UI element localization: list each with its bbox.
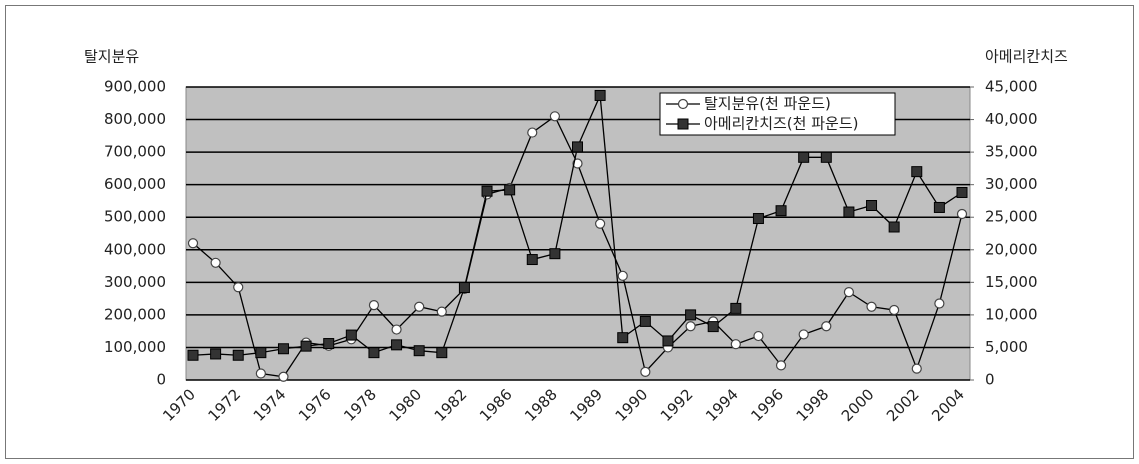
marker	[820, 151, 832, 163]
marker	[956, 186, 968, 198]
marker	[368, 300, 380, 311]
marker	[843, 206, 855, 218]
marker	[391, 324, 402, 335]
marker	[300, 340, 312, 352]
marker	[323, 338, 335, 350]
marker	[617, 270, 628, 281]
marker	[889, 304, 900, 316]
marker	[866, 301, 877, 312]
marker	[911, 166, 923, 178]
marker	[752, 213, 764, 225]
marker	[481, 185, 493, 197]
marker	[798, 329, 809, 340]
y-tick-label: 500,000	[104, 208, 166, 226]
marker	[187, 349, 199, 361]
marker	[278, 371, 289, 382]
marker	[255, 347, 267, 359]
marker	[753, 330, 764, 342]
legend-label: 아메리칸치즈(천 파운드)	[704, 115, 858, 133]
y-tick-label: 600,000	[104, 175, 166, 193]
y-tick-label: 800,000	[104, 110, 166, 128]
y2-tick-label: 30,000	[985, 175, 1038, 193]
marker	[685, 309, 697, 321]
marker	[662, 335, 674, 347]
marker	[527, 127, 538, 138]
y2-tick-label: 0	[985, 371, 995, 389]
marker	[730, 339, 741, 350]
marker	[911, 363, 922, 374]
y-tick-label: 100,000	[104, 338, 166, 356]
y-tick-label: 300,000	[104, 273, 166, 291]
marker	[458, 282, 470, 294]
y2-tick-label: 45,000	[985, 78, 1038, 96]
marker	[775, 360, 787, 371]
marker	[730, 302, 742, 314]
marker	[707, 321, 719, 333]
marker	[255, 368, 266, 379]
marker	[640, 366, 651, 377]
y2-tick-label: 25,000	[985, 208, 1038, 226]
marker	[549, 248, 561, 260]
marker	[210, 348, 222, 360]
marker	[888, 221, 900, 233]
marker	[232, 349, 244, 361]
marker	[414, 301, 425, 312]
legend-label: 탈지분유(천 파운드)	[704, 95, 831, 113]
marker	[685, 321, 696, 332]
marker	[572, 141, 583, 153]
marker	[639, 315, 651, 327]
marker	[594, 89, 606, 101]
marker	[572, 158, 583, 169]
marker	[866, 200, 878, 212]
y-tick-label: 0	[156, 371, 166, 389]
marker	[436, 347, 448, 359]
marker	[526, 254, 538, 266]
marker	[798, 151, 810, 163]
y2-tick-label: 20,000	[985, 240, 1038, 258]
y-tick-label: 400,000	[104, 240, 166, 258]
marker	[368, 347, 380, 359]
y2-tick-label: 15,000	[985, 273, 1038, 291]
y2-tick-label: 40,000	[985, 110, 1038, 128]
marker	[391, 339, 403, 351]
marker	[934, 298, 945, 309]
y2-tick-label: 5,000	[985, 338, 1028, 356]
y2-tick-label: 10,000	[985, 305, 1038, 323]
marker	[617, 332, 629, 344]
plot-area	[185, 86, 971, 381]
marker	[187, 238, 199, 249]
marker	[775, 205, 787, 217]
marker	[595, 218, 606, 229]
marker	[277, 343, 289, 355]
marker	[413, 345, 425, 357]
y-axis-title: 탈지분유	[84, 48, 139, 66]
marker	[345, 329, 357, 341]
marker	[933, 201, 945, 213]
legend-marker	[677, 98, 689, 110]
marker	[210, 257, 221, 268]
marker	[504, 184, 516, 196]
y-tick-label: 700,000	[104, 143, 166, 161]
marker	[549, 111, 560, 122]
y2-axis-title: 아메리칸치즈	[985, 48, 1068, 66]
marker	[436, 306, 447, 317]
y-tick-label: 200,000	[104, 305, 166, 323]
y-tick-label: 900,000	[104, 78, 166, 96]
marker	[843, 287, 855, 298]
legend-box	[659, 92, 896, 136]
marker	[956, 208, 968, 220]
y2-tick-label: 35,000	[985, 143, 1038, 161]
marker	[233, 282, 244, 293]
marker	[821, 321, 832, 332]
legend-marker	[677, 118, 689, 130]
